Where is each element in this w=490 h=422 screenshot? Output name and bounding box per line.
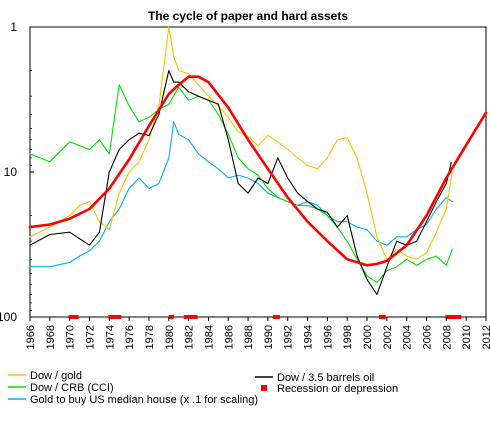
y-tick-label: 100 bbox=[0, 310, 17, 324]
y-tick-label: 1 bbox=[10, 20, 17, 34]
recession-marker bbox=[68, 315, 79, 319]
x-tick-label: 1974 bbox=[104, 325, 116, 349]
legend-item: Dow / CRB (CCI) bbox=[8, 382, 114, 394]
x-tick-label: 1980 bbox=[164, 325, 176, 349]
legend-item: Dow / 3.5 barrels oil bbox=[255, 372, 374, 384]
x-tick-label: 1968 bbox=[45, 325, 57, 349]
x-tick-label: 1966 bbox=[25, 325, 37, 349]
chart-title: The cycle of paper and hard assets bbox=[148, 9, 348, 23]
x-tick-label: 1998 bbox=[342, 325, 354, 349]
legend-item: Recession or depression bbox=[261, 383, 398, 395]
x-tick-label: 2008 bbox=[441, 325, 453, 349]
legend-item: Dow / gold bbox=[8, 370, 82, 382]
x-axis: 1966 1968 1970 1972 1974 1976 1978 1980 1982 1984… bbox=[25, 317, 490, 349]
recession-marker bbox=[183, 315, 198, 319]
x-tick-label: 1992 bbox=[283, 325, 295, 349]
x-tick-label: 1994 bbox=[303, 325, 315, 349]
x-tick-label: 2002 bbox=[382, 325, 394, 349]
x-tick-label: 1986 bbox=[223, 325, 235, 349]
x-tick-label: 2004 bbox=[402, 325, 414, 349]
legend-label: Dow / CRB (CCI) bbox=[30, 382, 114, 394]
recession-marker bbox=[108, 315, 122, 319]
x-tick-label: 1976 bbox=[124, 325, 136, 349]
series-line-dow-crb-cci bbox=[29, 84, 453, 284]
x-tick-label: 1996 bbox=[322, 325, 334, 349]
recession-marker bbox=[445, 315, 462, 319]
x-tick-label: 1988 bbox=[243, 325, 255, 349]
x-tick-label: 1990 bbox=[263, 325, 275, 349]
x-tick-label: 2012 bbox=[481, 325, 490, 349]
legend-label: Dow / 3.5 barrels oil bbox=[277, 372, 374, 384]
recession-marker bbox=[272, 315, 280, 319]
recession-marker bbox=[168, 315, 174, 319]
x-tick-label: 2006 bbox=[422, 325, 434, 349]
series-line-dow-gold bbox=[29, 26, 453, 260]
x-tick-label: 1972 bbox=[85, 325, 97, 349]
plot-area bbox=[29, 26, 487, 318]
legend-swatch bbox=[261, 385, 267, 391]
recession-marker bbox=[378, 315, 386, 319]
x-tick-label: 1982 bbox=[184, 325, 196, 349]
x-tick-label: 1970 bbox=[65, 325, 77, 349]
legend-label: Gold to buy US median house (x .1 for sc… bbox=[30, 394, 258, 406]
legend-item: Gold to buy US median house (x .1 for sc… bbox=[8, 394, 258, 406]
series-line-dow-gold-trend bbox=[28, 75, 488, 267]
y-tick-label: 10 bbox=[4, 165, 18, 179]
legend: Dow / gold Dow / 3.5 barrels oil Dow / CRB… bbox=[8, 370, 398, 406]
legend-label: Dow / gold bbox=[30, 370, 82, 382]
series-line-dow-3-5-barrels-oil bbox=[29, 70, 452, 296]
series-line-gold-to-buy-us-median-house-x-1-for-scaling bbox=[29, 121, 453, 268]
x-tick-label: 1978 bbox=[144, 325, 156, 349]
legend-label: Recession or depression bbox=[277, 383, 398, 395]
y-axis: 1 10 100 bbox=[0, 20, 34, 324]
x-tick-label: 2010 bbox=[461, 325, 473, 349]
series-group bbox=[28, 26, 488, 296]
x-tick-label: 2000 bbox=[362, 325, 374, 349]
recession-markers bbox=[68, 315, 462, 319]
x-tick-label: 1984 bbox=[203, 325, 215, 349]
